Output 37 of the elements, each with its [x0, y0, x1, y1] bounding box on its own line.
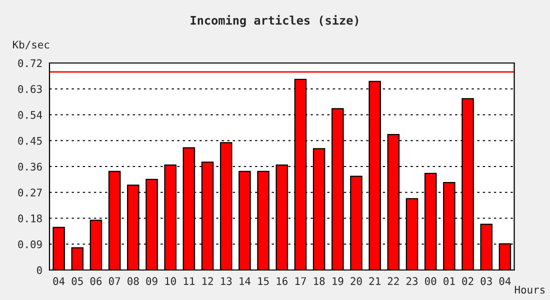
x-tick-label: 00 — [425, 277, 436, 286]
x-tick-label: 07 — [108, 277, 120, 286]
x-tick-label: 02 — [462, 277, 474, 286]
x-tick-label: 11 — [184, 277, 194, 285]
x-tick-label: 21 — [369, 277, 380, 285]
x-tick-label: 04 — [53, 277, 65, 286]
x-tick-label: 14 — [240, 277, 250, 285]
y-tick-label: 0.54 — [18, 111, 42, 119]
x-tick-label: 16 — [276, 277, 288, 286]
x-tick-label: 17 — [295, 277, 306, 285]
y-tick-label: 0.27 — [18, 188, 42, 197]
x-tick-label: 09 — [146, 277, 158, 286]
y-tick-label: 0.18 — [18, 214, 42, 222]
y-tick-label: 0.45 — [18, 136, 42, 145]
x-tick-label: 13 — [221, 277, 232, 286]
y-tick-label: 0.09 — [18, 240, 42, 248]
x-tick-label: 15 — [258, 277, 269, 286]
x-tick-label: 05 — [72, 277, 83, 286]
x-tick-label: 04 — [499, 277, 511, 286]
x-tick-label: 12 — [202, 277, 213, 285]
x-tick-label: 03 — [480, 277, 492, 286]
x-tick-label: 23 — [406, 277, 418, 286]
y-tick-label: 0.72 — [18, 59, 42, 68]
x-tick-label: 22 — [388, 277, 399, 285]
y-tick-label: 0.63 — [18, 85, 42, 94]
x-tick-label: 20 — [350, 277, 362, 286]
y-axis-title: Kb/sec — [13, 40, 50, 50]
x-tick-label: 06 — [90, 277, 102, 286]
y-tick-label: 0 — [36, 266, 42, 274]
x-tick-label: 19 — [332, 277, 344, 286]
x-tick-label: 10 — [165, 277, 176, 286]
y-tick-label: 0.36 — [18, 162, 42, 171]
x-axis-title: Hours — [514, 286, 545, 294]
x-tick-label: 18 — [314, 277, 325, 286]
x-tick-label: 08 — [128, 277, 139, 286]
x-tick-label: 01 — [444, 277, 455, 286]
chart-title: Incoming articles (size) — [190, 14, 358, 28]
